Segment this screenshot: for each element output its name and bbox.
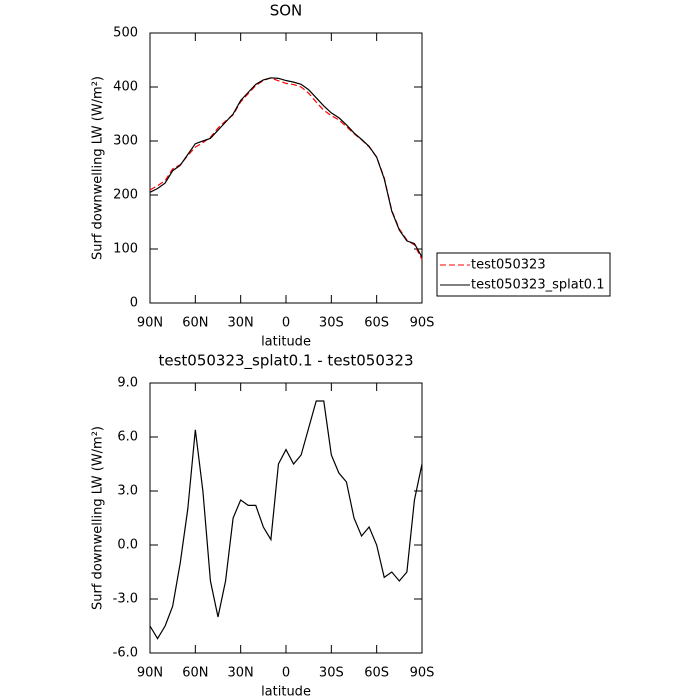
- x-tick-label: 90N: [137, 666, 163, 681]
- x-axis-label: latitude: [261, 335, 311, 350]
- x-tick-label: 30N: [228, 666, 254, 681]
- line-series: [149, 77, 423, 258]
- x-tick-label: 0: [282, 666, 290, 681]
- y-tick-label: 6.0: [117, 430, 138, 445]
- line-series: [149, 77, 423, 260]
- y-tick-label: 300: [113, 134, 138, 149]
- x-tick-label: 30S: [319, 666, 344, 681]
- x-tick-label: 60N: [182, 316, 208, 331]
- y-tick-label: -6.0: [113, 646, 138, 661]
- x-tick-label: 60N: [182, 666, 208, 681]
- x-tick-label: 90S: [410, 316, 435, 331]
- y-tick-label: 500: [113, 26, 138, 41]
- x-tick-label: 60S: [364, 316, 389, 331]
- plot-frame: [149, 382, 423, 654]
- y-tick-label: 100: [113, 242, 138, 257]
- x-tick-label: 0: [282, 316, 290, 331]
- y-tick-label: 3.0: [117, 484, 138, 499]
- legend-label: test050323_splat0.1: [471, 278, 604, 293]
- y-axis-label: Surf downwelling LW (W/m²): [91, 426, 106, 610]
- x-tick-label: 30S: [319, 316, 344, 331]
- legend-box: [436, 252, 611, 297]
- x-axis-label: latitude: [261, 685, 311, 700]
- legend-label: test050323: [471, 258, 546, 273]
- y-tick-label: 400: [113, 80, 138, 95]
- y-tick-label: 9.0: [117, 376, 138, 391]
- chart-title: SON: [270, 2, 303, 20]
- y-axis-label: Surf downwelling LW (W/m²): [91, 76, 106, 260]
- x-tick-label: 90N: [137, 316, 163, 331]
- x-tick-label: 60S: [364, 666, 389, 681]
- y-tick-label: 0.0: [117, 538, 138, 553]
- chart-title: test050323_splat0.1 - test050323: [158, 352, 413, 371]
- x-tick-label: 90S: [410, 666, 435, 681]
- y-tick-label: 0: [130, 296, 138, 311]
- y-tick-label: -3.0: [113, 592, 138, 607]
- line-series: [149, 400, 423, 640]
- y-tick-label: 200: [113, 188, 138, 203]
- x-tick-label: 30N: [228, 316, 254, 331]
